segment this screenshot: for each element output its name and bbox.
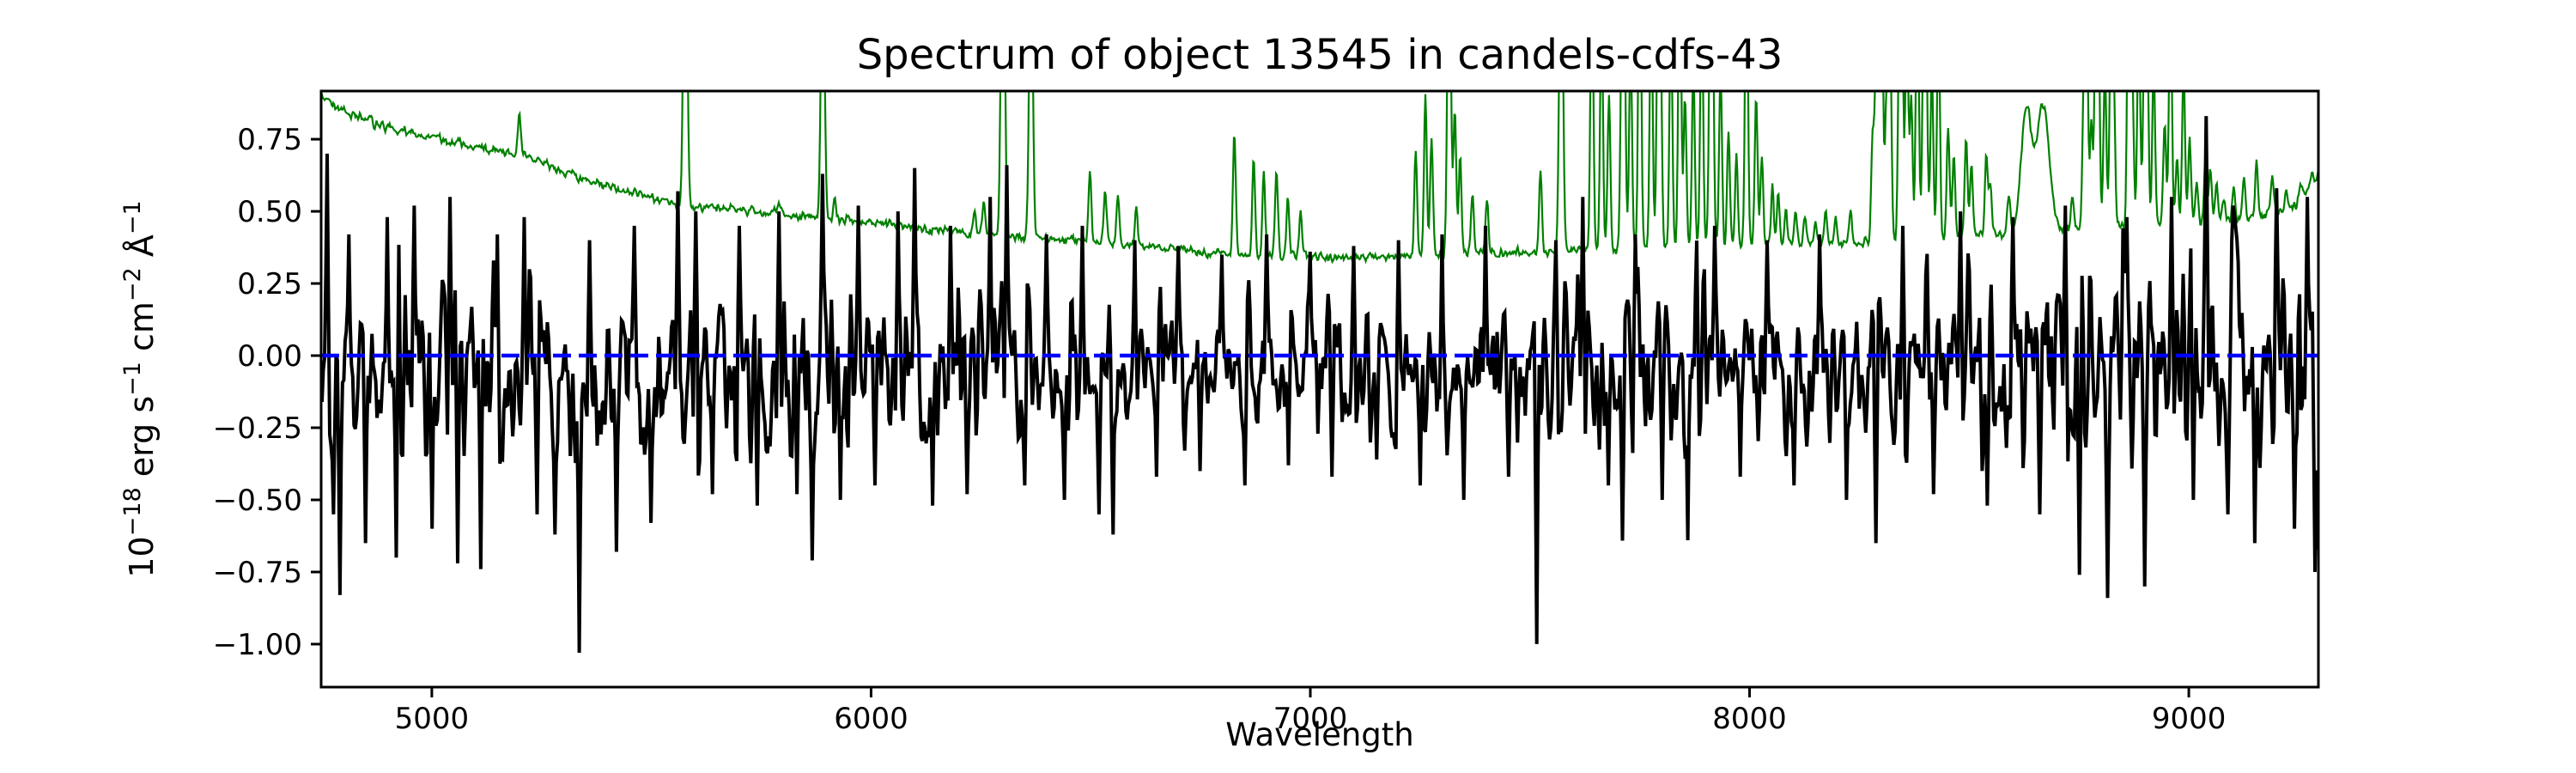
y-tick-label: 0.50 xyxy=(237,195,302,229)
x-tick-label: 8000 xyxy=(1712,702,1787,736)
y-tick-label: 0.25 xyxy=(237,267,302,301)
y-axis: 0.75 0.50 0.25 0.00 −0.25 −0.50 −0.75 −1.00 xyxy=(213,123,321,662)
y-tick-label: −1.00 xyxy=(213,628,302,662)
x-axis-label: Wavelength xyxy=(1225,716,1414,753)
x-tick-label: 7000 xyxy=(1273,702,1348,736)
y-tick-label: −0.75 xyxy=(213,556,302,590)
x-tick-label: 9000 xyxy=(2152,702,2227,736)
data-lines xyxy=(321,91,2318,654)
x-tick-label: 5000 xyxy=(395,702,470,736)
y-tick-label: −0.50 xyxy=(213,484,302,518)
x-axis: 5000 6000 7000 8000 9000 xyxy=(395,687,2227,736)
plot-title: Spectrum of object 13545 in candels-cdfs… xyxy=(857,31,1783,79)
axes-border xyxy=(319,89,2320,689)
object-flux-line xyxy=(321,116,2318,654)
y-tick-label: 0.00 xyxy=(237,339,302,374)
y-axis-label: 10−18 erg s−1 cm−2 Å−1 xyxy=(119,200,161,577)
x-tick-label: 6000 xyxy=(834,702,908,736)
sky-noise-spectrum-line xyxy=(321,91,2318,265)
y-tick-label: −0.25 xyxy=(213,411,302,446)
y-tick-label: 0.75 xyxy=(237,123,302,157)
